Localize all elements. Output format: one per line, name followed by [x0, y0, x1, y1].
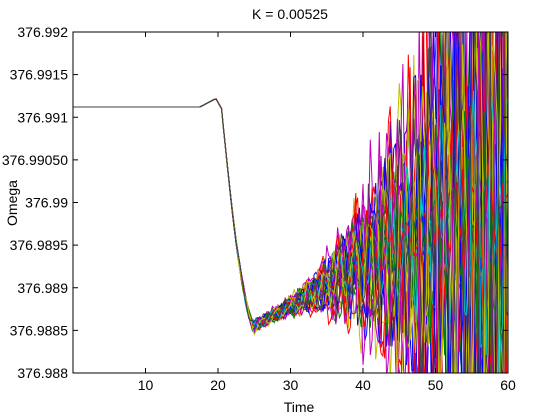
- x-tick-label: 60: [500, 377, 516, 393]
- x-tick-label: 10: [138, 377, 154, 393]
- y-axis-ticks: 376.988 376.9885 376.989 376.9895 376.99 376.…: [2, 24, 508, 381]
- chart-title: K = 0.00525: [252, 6, 328, 22]
- y-tick-label: 376.989: [17, 280, 68, 296]
- y-tick-label: 376.991: [17, 109, 68, 125]
- x-tick-label: 30: [283, 377, 299, 393]
- x-tick-label: 20: [210, 377, 226, 393]
- x-axis-label: Time: [284, 399, 315, 415]
- y-tick-label: 376.99050: [2, 152, 68, 168]
- y-tick-label: 376.992: [17, 24, 68, 40]
- x-tick-label: 50: [428, 377, 444, 393]
- x-tick-label: 40: [355, 377, 371, 393]
- y-tick-label: 376.99: [25, 195, 68, 211]
- y-tick-label: 376.9885: [10, 322, 69, 338]
- series-line: [73, 32, 508, 373]
- y-tick-label: 376.9915: [10, 67, 69, 83]
- y-axis-label: Omega: [4, 180, 20, 226]
- x-axis-ticks: 10 20 30 40 50 60: [138, 32, 516, 393]
- y-tick-label: 376.988: [17, 365, 68, 381]
- y-tick-label: 376.9895: [10, 237, 69, 253]
- series-layer: [73, 32, 508, 373]
